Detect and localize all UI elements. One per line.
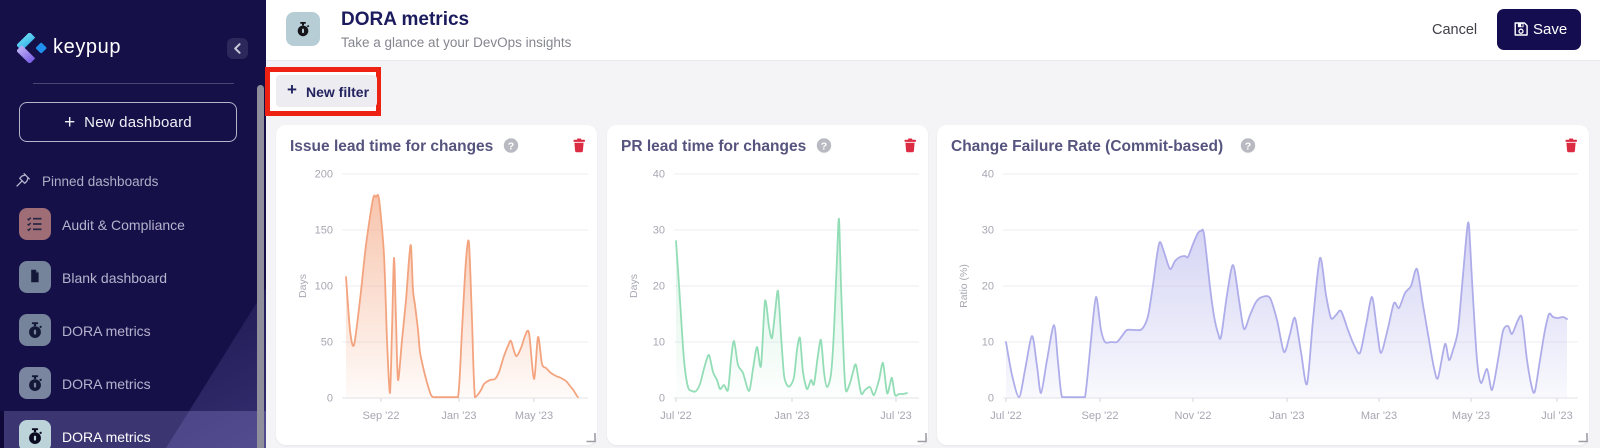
svg-text:Issue lead time for changes: Issue lead time for changes — [290, 138, 493, 155]
svg-text:20: 20 — [653, 281, 665, 293]
svg-text:?: ? — [1245, 140, 1251, 152]
svg-text:May '23: May '23 — [515, 410, 553, 422]
svg-text:May '23: May '23 — [1452, 410, 1490, 422]
svg-text:Jul '22: Jul '22 — [990, 410, 1021, 422]
svg-text:20: 20 — [982, 281, 994, 293]
svg-text:?: ? — [508, 140, 514, 152]
svg-text:Days: Days — [297, 274, 309, 298]
svg-text:150: 150 — [315, 225, 333, 237]
svg-text:Sep '22: Sep '22 — [363, 410, 400, 422]
svg-text:10: 10 — [653, 337, 665, 349]
svg-text:Nov '22: Nov '22 — [1175, 410, 1212, 422]
svg-text:0: 0 — [327, 393, 333, 405]
svg-text:Jan '23: Jan '23 — [441, 410, 476, 422]
svg-text:Ratio (%): Ratio (%) — [958, 264, 970, 308]
svg-text:30: 30 — [982, 225, 994, 237]
svg-text:40: 40 — [653, 169, 665, 181]
svg-text:0: 0 — [988, 393, 994, 405]
svg-text:Jan '23: Jan '23 — [774, 410, 809, 422]
svg-text:Jul '23: Jul '23 — [1541, 410, 1572, 422]
svg-text:Jul '22: Jul '22 — [660, 410, 691, 422]
svg-text:200: 200 — [315, 169, 333, 181]
svg-text:100: 100 — [315, 281, 333, 293]
svg-text:40: 40 — [982, 169, 994, 181]
svg-text:50: 50 — [321, 337, 333, 349]
svg-text:0: 0 — [659, 393, 665, 405]
svg-text:Mar '23: Mar '23 — [1361, 410, 1397, 422]
svg-text:10: 10 — [982, 337, 994, 349]
svg-text:Change Failure Rate (Commit-ba: Change Failure Rate (Commit-based) — [951, 138, 1223, 155]
svg-text:30: 30 — [653, 225, 665, 237]
svg-text:Jul '23: Jul '23 — [880, 410, 911, 422]
svg-text:Jan '23: Jan '23 — [1269, 410, 1304, 422]
svg-text:PR lead time for changes: PR lead time for changes — [621, 138, 806, 155]
svg-text:?: ? — [821, 140, 827, 152]
svg-text:Days: Days — [628, 274, 640, 298]
svg-text:Sep '22: Sep '22 — [1082, 410, 1119, 422]
